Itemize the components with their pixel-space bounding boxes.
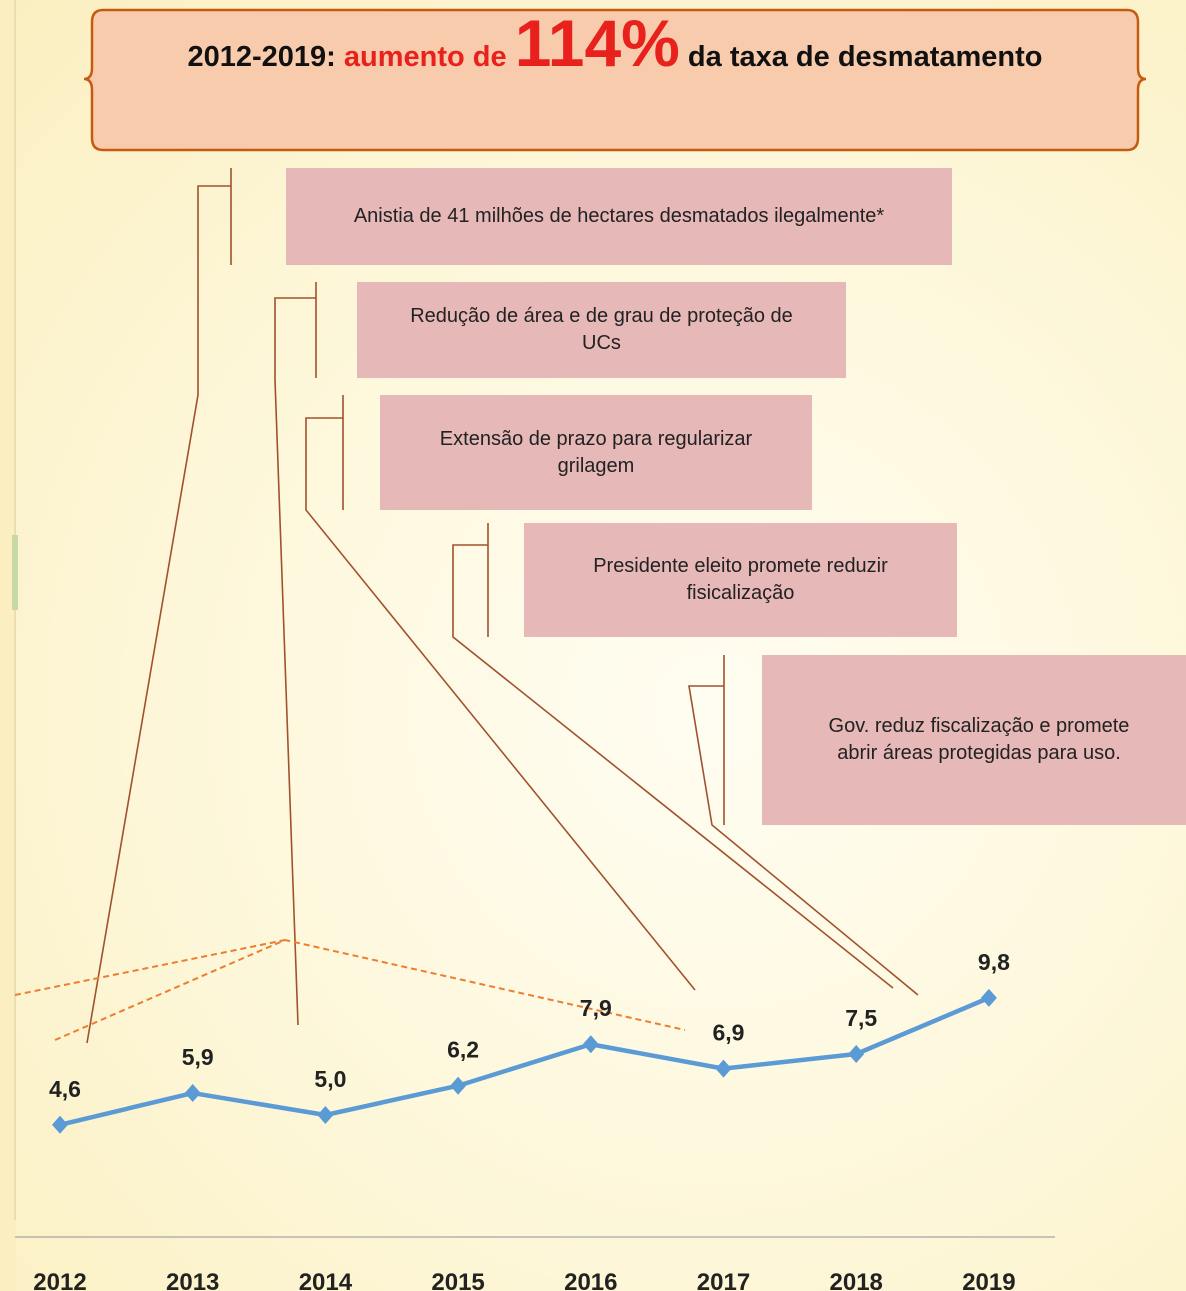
point	[184, 1084, 201, 1103]
x-tick-label: 2015	[431, 1269, 484, 1291]
connector	[274, 282, 317, 1026]
title-part: da taxa de desmatamento	[679, 41, 1043, 73]
point	[980, 988, 997, 1007]
annotation: Anistia de 41 milhões de hectares desmat…	[286, 168, 952, 265]
point	[848, 1045, 865, 1063]
title-part: 2012-2019:	[187, 41, 344, 73]
value-label: 7,5	[845, 1005, 877, 1031]
value-label: 5,9	[182, 1044, 214, 1070]
value-label: 7,9	[580, 995, 612, 1021]
left-strip	[0, 0, 16, 1291]
connector	[688, 655, 919, 996]
value-label: 6,9	[713, 1020, 745, 1046]
x-tick-label: 2012	[33, 1269, 86, 1291]
value-label: 6,2	[447, 1037, 479, 1063]
left-marker	[12, 535, 18, 610]
title: 2012-2019: aumento de 114% da taxa de de…	[110, 10, 1120, 76]
dashed-lines	[14, 938, 686, 1041]
annotation: Redução de área e de grau de proteção de…	[357, 282, 846, 378]
point	[317, 1106, 334, 1124]
connector	[86, 168, 232, 1044]
x-tick-label: 2013	[166, 1269, 219, 1291]
annotation: Gov. reduz fiscalização e promete abrir …	[762, 655, 1186, 825]
point	[52, 1115, 68, 1134]
connectors	[86, 168, 919, 1044]
value-label: 9,8	[978, 949, 1010, 975]
x-tick-label: 2017	[697, 1269, 750, 1291]
x-tick-label: 2019	[962, 1269, 1015, 1291]
point	[582, 1035, 599, 1054]
connector	[305, 395, 696, 991]
x-tick-label: 2018	[830, 1269, 883, 1291]
title-part: aumento de	[343, 41, 515, 73]
title-box	[83, 8, 1147, 152]
connector	[452, 523, 894, 989]
point	[450, 1076, 467, 1095]
annotation: Presidente eleito promete reduzir fisica…	[524, 523, 957, 637]
dashed-line	[14, 938, 686, 1041]
annotation: Extensão de prazo para regularizar grila…	[380, 395, 812, 510]
x-tick-label: 2014	[299, 1269, 353, 1291]
x-tick-label: 2016	[564, 1269, 617, 1291]
value-label: 4,6	[49, 1076, 81, 1102]
series-line	[59, 995, 990, 1127]
title-highlight: 114%	[514, 6, 680, 80]
value-label: 5,0	[314, 1066, 346, 1092]
point	[715, 1059, 732, 1078]
